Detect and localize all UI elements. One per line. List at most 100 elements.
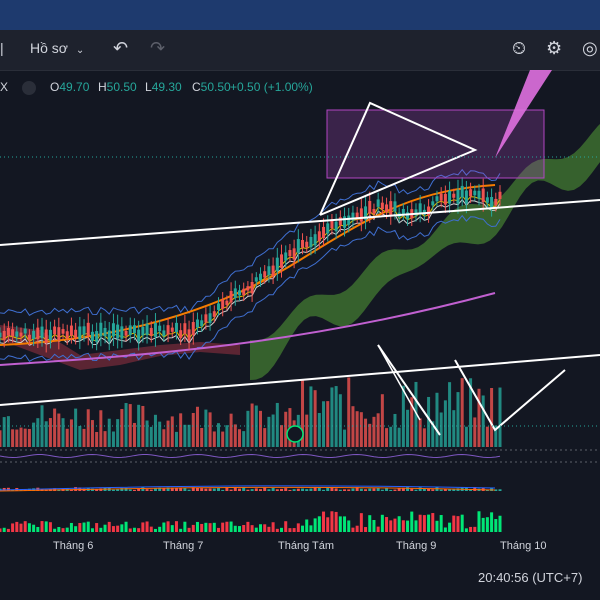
volume-bar (107, 418, 111, 447)
volume-bar (195, 406, 199, 447)
volume-bar (401, 385, 405, 447)
macd-histogram-bar (204, 488, 208, 491)
candle-body (57, 327, 61, 340)
volume-bar (389, 426, 393, 447)
macd-histogram-bar (414, 489, 418, 491)
bottom-volume-bar (174, 521, 178, 532)
bottom-volume-bar (23, 521, 27, 532)
candle-body (120, 326, 124, 339)
candle-body (137, 329, 141, 342)
bottom-volume-bar (128, 528, 132, 532)
bottom-volume-bar (204, 522, 208, 532)
candle-body (195, 319, 199, 328)
bottom-volume-bar (401, 520, 405, 532)
volume-bar (61, 418, 65, 447)
bottom-volume-bar (355, 525, 359, 532)
macd-histogram-bar (372, 488, 376, 491)
bottom-volume-bar (216, 527, 220, 532)
bottom-volume-bar (65, 527, 69, 532)
volume-bar (464, 426, 468, 447)
candle-body (61, 329, 65, 334)
candle-body (225, 300, 229, 305)
macd-histogram-bar (145, 489, 149, 491)
candle-body (69, 325, 73, 336)
candle-body (452, 193, 456, 198)
volume-bar (326, 401, 330, 447)
volume-bar (364, 418, 368, 447)
candle-body (385, 204, 389, 212)
bottom-volume-bar (397, 516, 401, 532)
candle-body (233, 288, 237, 298)
candle-body (431, 201, 435, 206)
macd-signal-line (0, 486, 496, 492)
chart-toolbar: | Hồ sơ ⌄ ↶ ↷ ⏲ ⚙ ◎ (0, 30, 600, 71)
bottom-volume-bar (280, 527, 284, 532)
price-chart[interactable] (0, 70, 600, 570)
x-axis-label-september: Tháng 9 (396, 540, 437, 552)
candle-body (477, 190, 481, 199)
macd-histogram-bar (280, 488, 284, 491)
legend-high: H50.50 (98, 80, 137, 94)
candle-body (317, 231, 321, 242)
camera-icon[interactable]: ◎ (582, 38, 598, 58)
candle-body (44, 329, 48, 343)
candle-body (128, 325, 132, 335)
cloud-bullish (250, 123, 600, 380)
candle-body (132, 325, 136, 334)
candle-body (254, 277, 258, 282)
bottom-volume-bar (78, 523, 82, 532)
bottom-volume-bar (490, 512, 494, 532)
volume-bar (372, 416, 376, 447)
candle-body (469, 189, 473, 197)
alert-clock-icon[interactable]: ⏲ (512, 38, 527, 58)
legend-hide-icon[interactable] (22, 81, 36, 95)
candle-body (359, 208, 363, 222)
candle-body (208, 313, 212, 323)
gear-icon[interactable]: ⚙ (546, 38, 563, 58)
bottom-volume-bar (250, 525, 254, 532)
candle-body (355, 212, 359, 219)
candle-body (23, 328, 27, 334)
candle-body (443, 193, 447, 205)
volume-bar (271, 414, 275, 447)
bottom-volume-bar (187, 527, 191, 532)
bottom-volume-bar (27, 523, 31, 532)
volume-bar (246, 410, 250, 447)
candle-body (111, 323, 115, 337)
interval-dropdown[interactable]: Hồ sơ ⌄ (30, 40, 84, 56)
legend-close-icon[interactable]: X (0, 80, 9, 94)
volume-bar (153, 414, 157, 447)
bottom-volume-bar (254, 527, 258, 532)
volume-bar (120, 409, 124, 447)
candle-body (15, 331, 19, 337)
macd-histogram-bar (355, 487, 359, 491)
clock: 20:40:56 (UTC+7) (478, 570, 583, 585)
macd-histogram-bar (237, 488, 241, 491)
candle-body (242, 288, 246, 295)
candle-body (237, 290, 241, 296)
undo-icon[interactable]: ↶ (113, 38, 129, 58)
volume-bar (200, 427, 204, 447)
bottom-volume-bar (338, 516, 342, 532)
bottom-volume-bar (439, 515, 443, 532)
volume-bars (0, 377, 502, 447)
candle-body (376, 199, 380, 207)
macd-histogram-bar (485, 489, 489, 491)
candle-body (250, 281, 254, 294)
redo-icon[interactable]: ↷ (150, 38, 166, 58)
bottom-volume-bar (107, 521, 111, 532)
macd-histogram-bar (275, 489, 279, 491)
volume-bar (410, 397, 414, 447)
volume-bar (259, 410, 263, 447)
volume-bar (351, 406, 355, 447)
bottom-volume-bar (263, 524, 267, 532)
volume-bar (427, 396, 431, 447)
candle-body (401, 208, 405, 215)
candle-body (485, 197, 489, 203)
bottom-volume-bar (418, 514, 422, 532)
ma-orange (0, 184, 496, 346)
volume-bar (460, 378, 464, 447)
candle-body (364, 206, 368, 220)
candle-body (271, 265, 275, 276)
macd-histogram-bar (74, 487, 78, 491)
